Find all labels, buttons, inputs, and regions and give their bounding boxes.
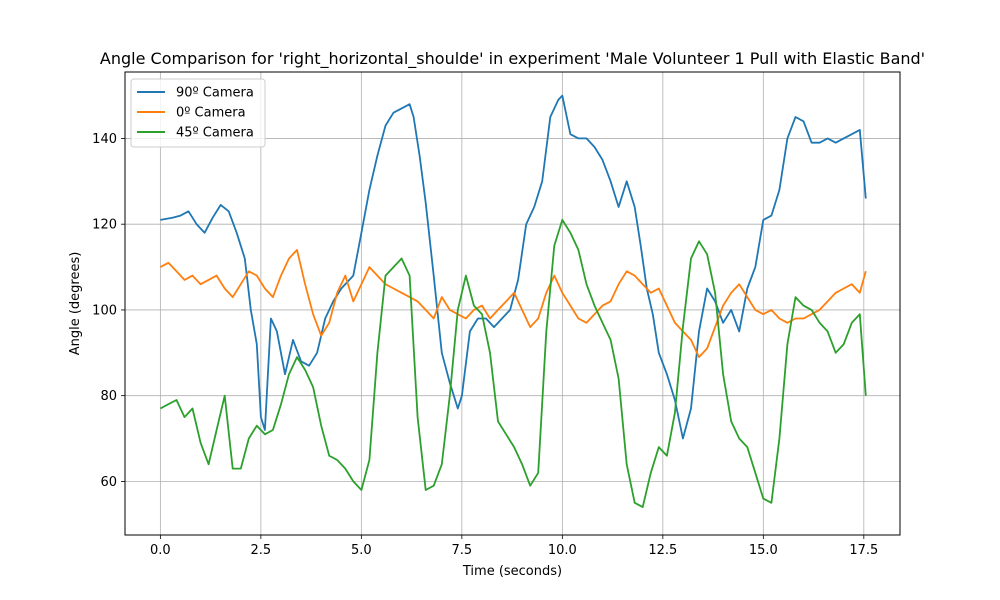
plot-frame xyxy=(124,71,901,536)
x-tick-label: 5.0 xyxy=(351,543,372,558)
y-axis-label: Angle (degrees) xyxy=(68,252,83,356)
y-tick-label: 140 xyxy=(92,132,117,147)
legend-box xyxy=(130,78,266,148)
x-tick-label: 7.5 xyxy=(452,543,473,558)
legend-label-3: 45º Camera xyxy=(176,126,254,141)
x-axis-ticks: 0.0 2.5 5.0 7.5 10.0 12.5 15.0 17.5 xyxy=(150,535,878,558)
legend-label-1: 90º Camera xyxy=(176,86,254,101)
legend-label-2: 0º Camera xyxy=(176,106,246,121)
y-tick-label: 100 xyxy=(92,303,117,318)
x-tick-label: 17.5 xyxy=(849,543,878,558)
x-axis-label: Time (seconds) xyxy=(462,564,562,579)
series-layer xyxy=(159,94,867,509)
x-tick-label: 15.0 xyxy=(749,543,778,558)
x-tick-label: 10.0 xyxy=(548,543,577,558)
y-tick-label: 60 xyxy=(100,475,117,490)
series-line-2 xyxy=(159,248,867,359)
chart-title: Angle Comparison for 'right_horizontal_s… xyxy=(100,49,925,69)
y-axis-ticks: 60 80 100 120 140 xyxy=(92,132,125,490)
legend: 90º Camera 0º Camera 45º Camera xyxy=(130,78,266,148)
y-tick-label: 120 xyxy=(92,218,117,233)
x-tick-label: 12.5 xyxy=(648,543,677,558)
series-line-1 xyxy=(160,94,867,440)
y-tick-label: 80 xyxy=(100,389,117,404)
series-line-3 xyxy=(159,218,867,509)
x-tick-label: 2.5 xyxy=(251,543,272,558)
x-tick-label: 0.0 xyxy=(150,543,171,558)
